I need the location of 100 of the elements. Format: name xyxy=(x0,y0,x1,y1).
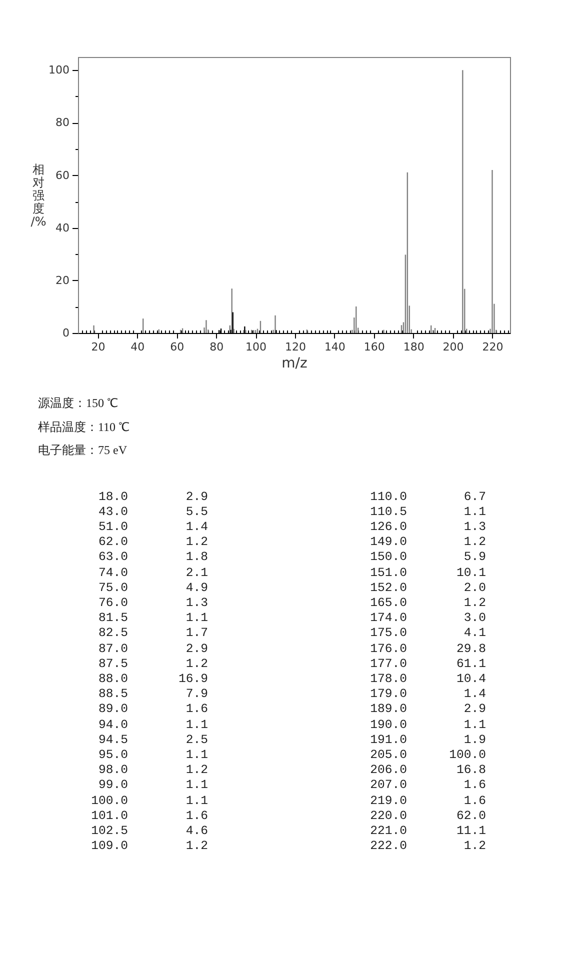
x-tick-label: 80 xyxy=(210,340,224,354)
text: 95.0 xyxy=(97,748,128,763)
y-tick-label: 40 xyxy=(56,221,70,234)
text: 1.2 xyxy=(462,535,486,550)
text: 1.8 xyxy=(184,550,208,566)
text: 102.5 xyxy=(90,824,128,839)
text: 221.0 xyxy=(369,824,407,839)
x-tick-label: 100 xyxy=(246,340,267,354)
text: 109.0 xyxy=(90,839,128,854)
text: 1.1 xyxy=(184,748,208,763)
text: 18.0 xyxy=(97,490,128,504)
text: 1.6 xyxy=(462,794,486,808)
y-axis-title: 相对强度/% xyxy=(30,162,46,228)
text: 1.1 xyxy=(184,611,208,626)
text: 51.0 xyxy=(97,520,128,535)
text: 1.9 xyxy=(462,732,486,748)
text: 110.5 xyxy=(369,504,407,520)
text: 61.1 xyxy=(455,656,486,672)
text: 2.9 xyxy=(462,702,486,718)
y-tick-label: 20 xyxy=(56,274,70,287)
text: 1.1 xyxy=(462,504,486,520)
text: 2.5 xyxy=(184,732,208,748)
text: 101.0 xyxy=(90,808,128,824)
x-tick-label: 60 xyxy=(170,340,184,354)
x-tick-label: 160 xyxy=(364,340,385,354)
text: 1.6 xyxy=(462,778,486,794)
text: 174.0 xyxy=(369,611,407,626)
text: 177.0 xyxy=(369,656,407,672)
text: 88.0 xyxy=(97,672,128,687)
text: 1.2 xyxy=(184,839,208,854)
text: 175.0 xyxy=(369,626,407,642)
text: 74.0 xyxy=(97,566,128,580)
text: 1.1 xyxy=(184,718,208,732)
text: 62.0 xyxy=(97,535,128,550)
text: 1.2 xyxy=(184,656,208,672)
text: 94.5 xyxy=(97,732,128,748)
text: 10.1 xyxy=(455,566,486,580)
text: 1.7 xyxy=(184,626,208,642)
text: 5.9 xyxy=(462,550,486,566)
text: 178.0 xyxy=(369,672,407,687)
text: 1.6 xyxy=(184,808,208,824)
y-tick-label: 80 xyxy=(56,116,70,130)
text: 样品温度：110 ℃ xyxy=(38,418,130,434)
text: 1.6 xyxy=(184,702,208,718)
text: 3.0 xyxy=(462,611,486,626)
x-tick-label: 140 xyxy=(324,340,346,354)
text: 源温度：150 ℃ xyxy=(38,395,118,411)
text: 219.0 xyxy=(369,794,407,808)
text: 190.0 xyxy=(369,718,407,732)
text: 10.4 xyxy=(455,672,486,687)
text: 206.0 xyxy=(369,763,407,778)
text: 75.0 xyxy=(97,580,128,596)
text: 1.2 xyxy=(462,596,486,611)
text: 5.5 xyxy=(184,504,208,520)
text: 222.0 xyxy=(369,839,407,854)
text: 76.0 xyxy=(97,596,128,611)
text: 98.0 xyxy=(97,763,128,778)
text: 63.0 xyxy=(97,550,128,566)
text: 1.4 xyxy=(184,520,208,535)
text: 151.0 xyxy=(369,566,407,580)
text: 100.0 xyxy=(90,794,128,808)
text: 88.5 xyxy=(97,687,128,702)
text: 2.9 xyxy=(184,642,208,656)
text: 126.0 xyxy=(369,520,407,535)
text: 207.0 xyxy=(369,778,407,794)
text: 191.0 xyxy=(369,732,407,748)
text: 1.2 xyxy=(184,535,208,550)
y-tick-label: 100 xyxy=(48,64,70,77)
text: 2.1 xyxy=(184,566,208,580)
text: 1.2 xyxy=(184,763,208,778)
text: 4.1 xyxy=(462,626,486,642)
text: 1.1 xyxy=(184,794,208,808)
text: 16.9 xyxy=(177,672,208,687)
x-tick-label: 220 xyxy=(482,340,504,354)
x-axis-title: m/z xyxy=(282,356,308,372)
text: 2.9 xyxy=(184,490,208,504)
text: 29.8 xyxy=(455,642,486,656)
text: 220.0 xyxy=(369,808,407,824)
text: 4.9 xyxy=(184,580,208,596)
x-tick-label: 20 xyxy=(91,340,106,354)
x-tick-label: 200 xyxy=(442,340,464,354)
x-tick-label: 40 xyxy=(130,340,145,354)
text: 1.3 xyxy=(184,596,208,611)
text: 176.0 xyxy=(369,642,407,656)
text: 89.0 xyxy=(97,702,128,718)
x-tick-label: 120 xyxy=(284,340,306,354)
text: 110.0 xyxy=(369,490,407,504)
y-tick-label: 0 xyxy=(62,326,70,340)
text: 100.0 xyxy=(448,748,486,763)
text: 82.5 xyxy=(97,626,128,642)
text: 205.0 xyxy=(369,748,407,763)
text: 2.0 xyxy=(462,580,486,596)
text: 179.0 xyxy=(369,687,407,702)
text: 电子能量：75 eV xyxy=(38,442,127,458)
text: 1.2 xyxy=(462,839,486,854)
text: 99.0 xyxy=(97,778,128,794)
text: 43.0 xyxy=(97,504,128,520)
text: 1.1 xyxy=(184,778,208,794)
text: 1.3 xyxy=(462,520,486,535)
text: 1.4 xyxy=(462,687,486,702)
